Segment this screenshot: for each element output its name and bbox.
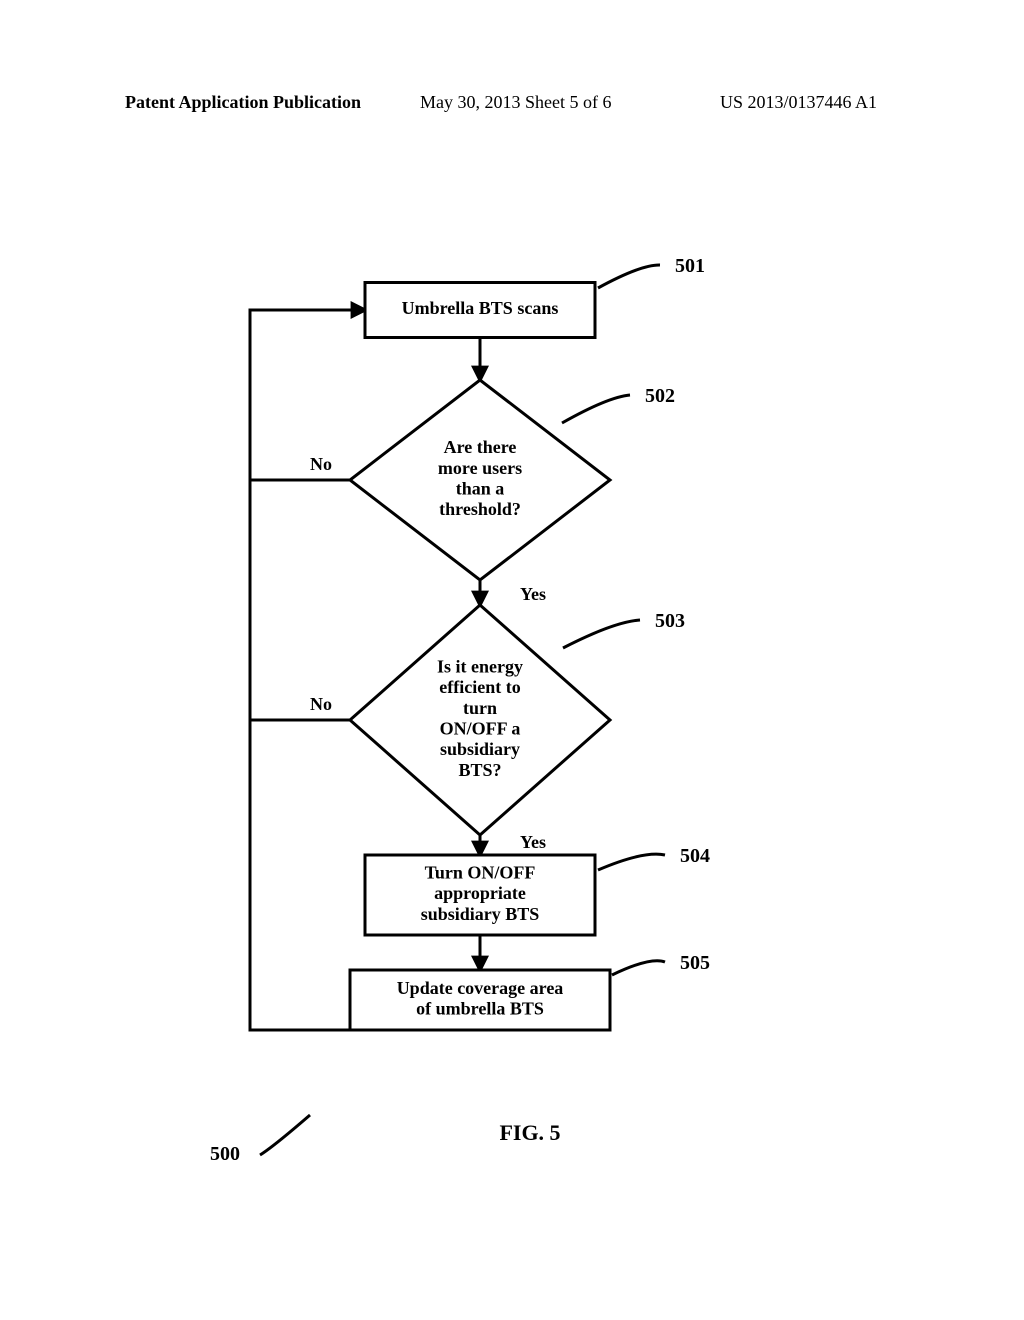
leader-l503 <box>563 620 640 648</box>
leader-l501 <box>598 265 660 288</box>
node-n504: Turn ON/OFFappropriatesubsidiary BTS <box>365 855 595 935</box>
node-n502-line3: threshold? <box>439 499 521 519</box>
node-n505-line0: Update coverage area <box>397 978 564 998</box>
edge-label-e6_no2: No <box>310 694 332 714</box>
node-n504-line1: appropriate <box>434 883 526 903</box>
ref-l502: 502 <box>645 385 675 407</box>
flowchart-figure: Yes Yes No No Umbrella BTS scans Are theremo… <box>0 0 1024 1320</box>
node-n503-line3: ON/OFF a <box>440 718 521 738</box>
node-n503-line4: subsidiary <box>440 739 520 759</box>
header-center: May 30, 2013 Sheet 5 of 6 <box>420 92 611 113</box>
node-n503-line0: Is it energy <box>437 656 523 676</box>
ref-l500: 500 <box>210 1143 240 1165</box>
node-n503-line1: efficient to <box>439 677 520 697</box>
node-n503-line2: turn <box>463 698 497 718</box>
ref-l505: 505 <box>680 952 710 974</box>
node-n505: Update coverage areaof umbrella BTS <box>350 970 610 1030</box>
edge-label-e2: Yes <box>520 584 546 604</box>
node-n503-line5: BTS? <box>458 760 501 780</box>
node-n502: Are theremore usersthan athreshold? <box>350 380 610 580</box>
header-right: US 2013/0137446 A1 <box>720 92 877 113</box>
node-n504-line2: subsidiary BTS <box>421 904 540 924</box>
figure-caption: FIG. 5 <box>499 1120 560 1145</box>
node-n502-line2: than a <box>456 478 505 498</box>
node-n504-line0: Turn ON/OFF <box>425 862 536 882</box>
node-n501-line0: Umbrella BTS scans <box>402 298 559 318</box>
edge-label-e5_no1: No <box>310 454 332 474</box>
header-left: Patent Application Publication <box>125 92 361 113</box>
node-n501: Umbrella BTS scans <box>365 283 595 338</box>
node-n502-line1: more users <box>438 458 522 478</box>
leader-l504 <box>598 854 665 870</box>
leader-l502 <box>562 395 630 423</box>
node-n505-line1: of umbrella BTS <box>416 998 544 1018</box>
node-n502-line0: Are there <box>444 437 517 457</box>
edge-label-e3: Yes <box>520 832 546 852</box>
leader-l500 <box>260 1115 310 1155</box>
ref-l503: 503 <box>655 610 685 632</box>
leader-l505 <box>612 961 665 975</box>
ref-l501: 501 <box>675 255 705 277</box>
ref-l504: 504 <box>680 845 710 867</box>
node-n503: Is it energyefficient toturnON/OFF asubs… <box>350 605 610 835</box>
